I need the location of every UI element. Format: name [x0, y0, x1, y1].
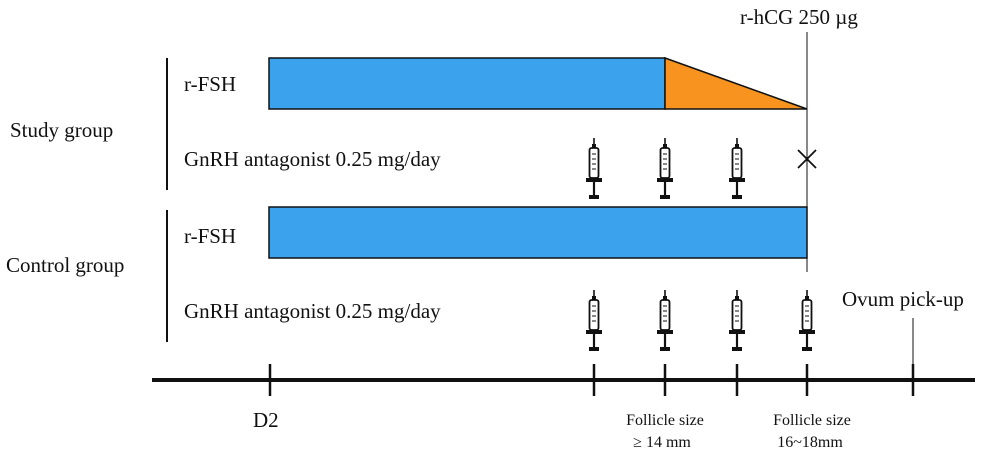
control-fsh-bar	[268, 206, 808, 259]
d2-label: D2	[253, 408, 279, 432]
control-fsh-label: r-FSH	[184, 224, 236, 248]
syringe-icon	[584, 136, 604, 201]
control-group-label: Control group	[6, 253, 124, 277]
syringe-icon	[727, 288, 747, 353]
study-fsh-bar	[268, 57, 666, 110]
study-gnrh-label: GnRH antagonist 0.25 mg/day	[184, 147, 441, 171]
study-fsh-taper	[664, 56, 808, 110]
syringe-icon	[655, 136, 675, 201]
syringe-icon	[797, 288, 817, 353]
syringe-icon	[727, 136, 747, 201]
follicle-14-label-1: Follicle size	[626, 412, 704, 429]
syringe-icon	[584, 288, 604, 353]
control-gnrh-label: GnRH antagonist 0.25 mg/day	[184, 299, 441, 323]
follicle-16-18-label-2: 16~18mm	[777, 434, 843, 451]
follicle-14-label-2: ≥ 14 mm	[633, 434, 691, 451]
study-group-label: Study group	[10, 118, 113, 142]
hcg-label: r-hCG 250 µg	[740, 5, 858, 29]
follicle-16-18-label-1: Follicle size	[773, 412, 851, 429]
study-fsh-label: r-FSH	[184, 72, 236, 96]
cross-icon	[797, 149, 817, 169]
syringe-icon	[655, 288, 675, 353]
ovum-label: Ovum pick-up	[842, 287, 964, 311]
